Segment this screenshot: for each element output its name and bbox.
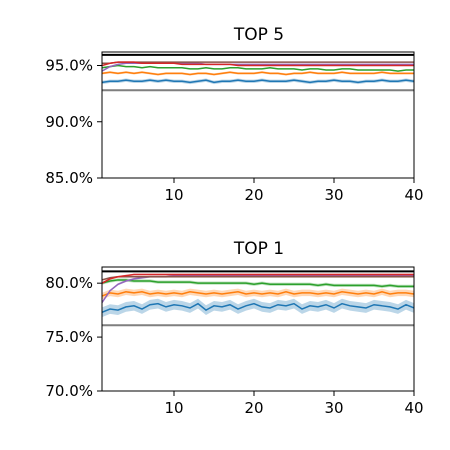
plot-area [102, 270, 414, 327]
chart-panel-2: 10 20 30 40 70.0% 75.0% 80.0% TOP 1 [45, 239, 423, 417]
series-3-line [102, 279, 414, 288]
series-5-line [102, 275, 414, 281]
series-2-line [102, 71, 414, 76]
series-5-line [102, 61, 414, 64]
x-tick-label: 10 [164, 186, 183, 204]
x-tick-label: 40 [404, 399, 423, 417]
series-2-line [102, 291, 414, 297]
y-tick-label: 75.0% [45, 328, 93, 346]
x-tick-label: 20 [244, 399, 263, 417]
series-1-line [102, 79, 414, 84]
chart-panel-1: 10 20 30 40 85.0% 90.0% 95.0% TOP 5 [45, 25, 423, 204]
axes-frame [101, 51, 415, 179]
x-tick-label: 10 [164, 399, 183, 417]
y-tick-label: 95.0% [45, 57, 93, 75]
chart-title: TOP 1 [233, 239, 284, 259]
y-tick-label: 90.0% [45, 113, 93, 131]
y-tick-label: 80.0% [45, 274, 93, 292]
y-tick-label: 70.0% [45, 382, 93, 400]
x-tick-label: 30 [324, 186, 343, 204]
series-1-line [102, 302, 414, 313]
series-1-band [102, 298, 414, 318]
x-tick-label: 30 [324, 399, 343, 417]
series-6-line [102, 61, 414, 67]
x-tick-label: 40 [404, 186, 423, 204]
series-6-line [102, 273, 414, 284]
chart-title: TOP 5 [233, 25, 284, 45]
y-tick-label: 85.0% [45, 169, 93, 187]
axes-frame [101, 266, 415, 392]
x-tick-label: 20 [244, 186, 263, 204]
series-3-line [102, 64, 414, 72]
series-4-band [102, 274, 414, 304]
plot-area [102, 53, 414, 92]
